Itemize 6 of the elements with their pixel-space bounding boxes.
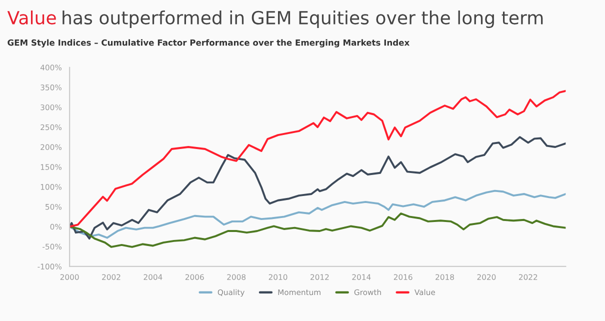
line-series (70, 212, 566, 248)
chart-subtitle: GEM Style Indices – Cumulative Factor Performance over the Emerging Markets Index (8, 39, 410, 48)
line-series (70, 136, 566, 240)
chart-title: Value has outperformed in GEM Equities over the long term (7, 10, 543, 28)
line-series (70, 90, 566, 228)
line-series (70, 190, 566, 239)
